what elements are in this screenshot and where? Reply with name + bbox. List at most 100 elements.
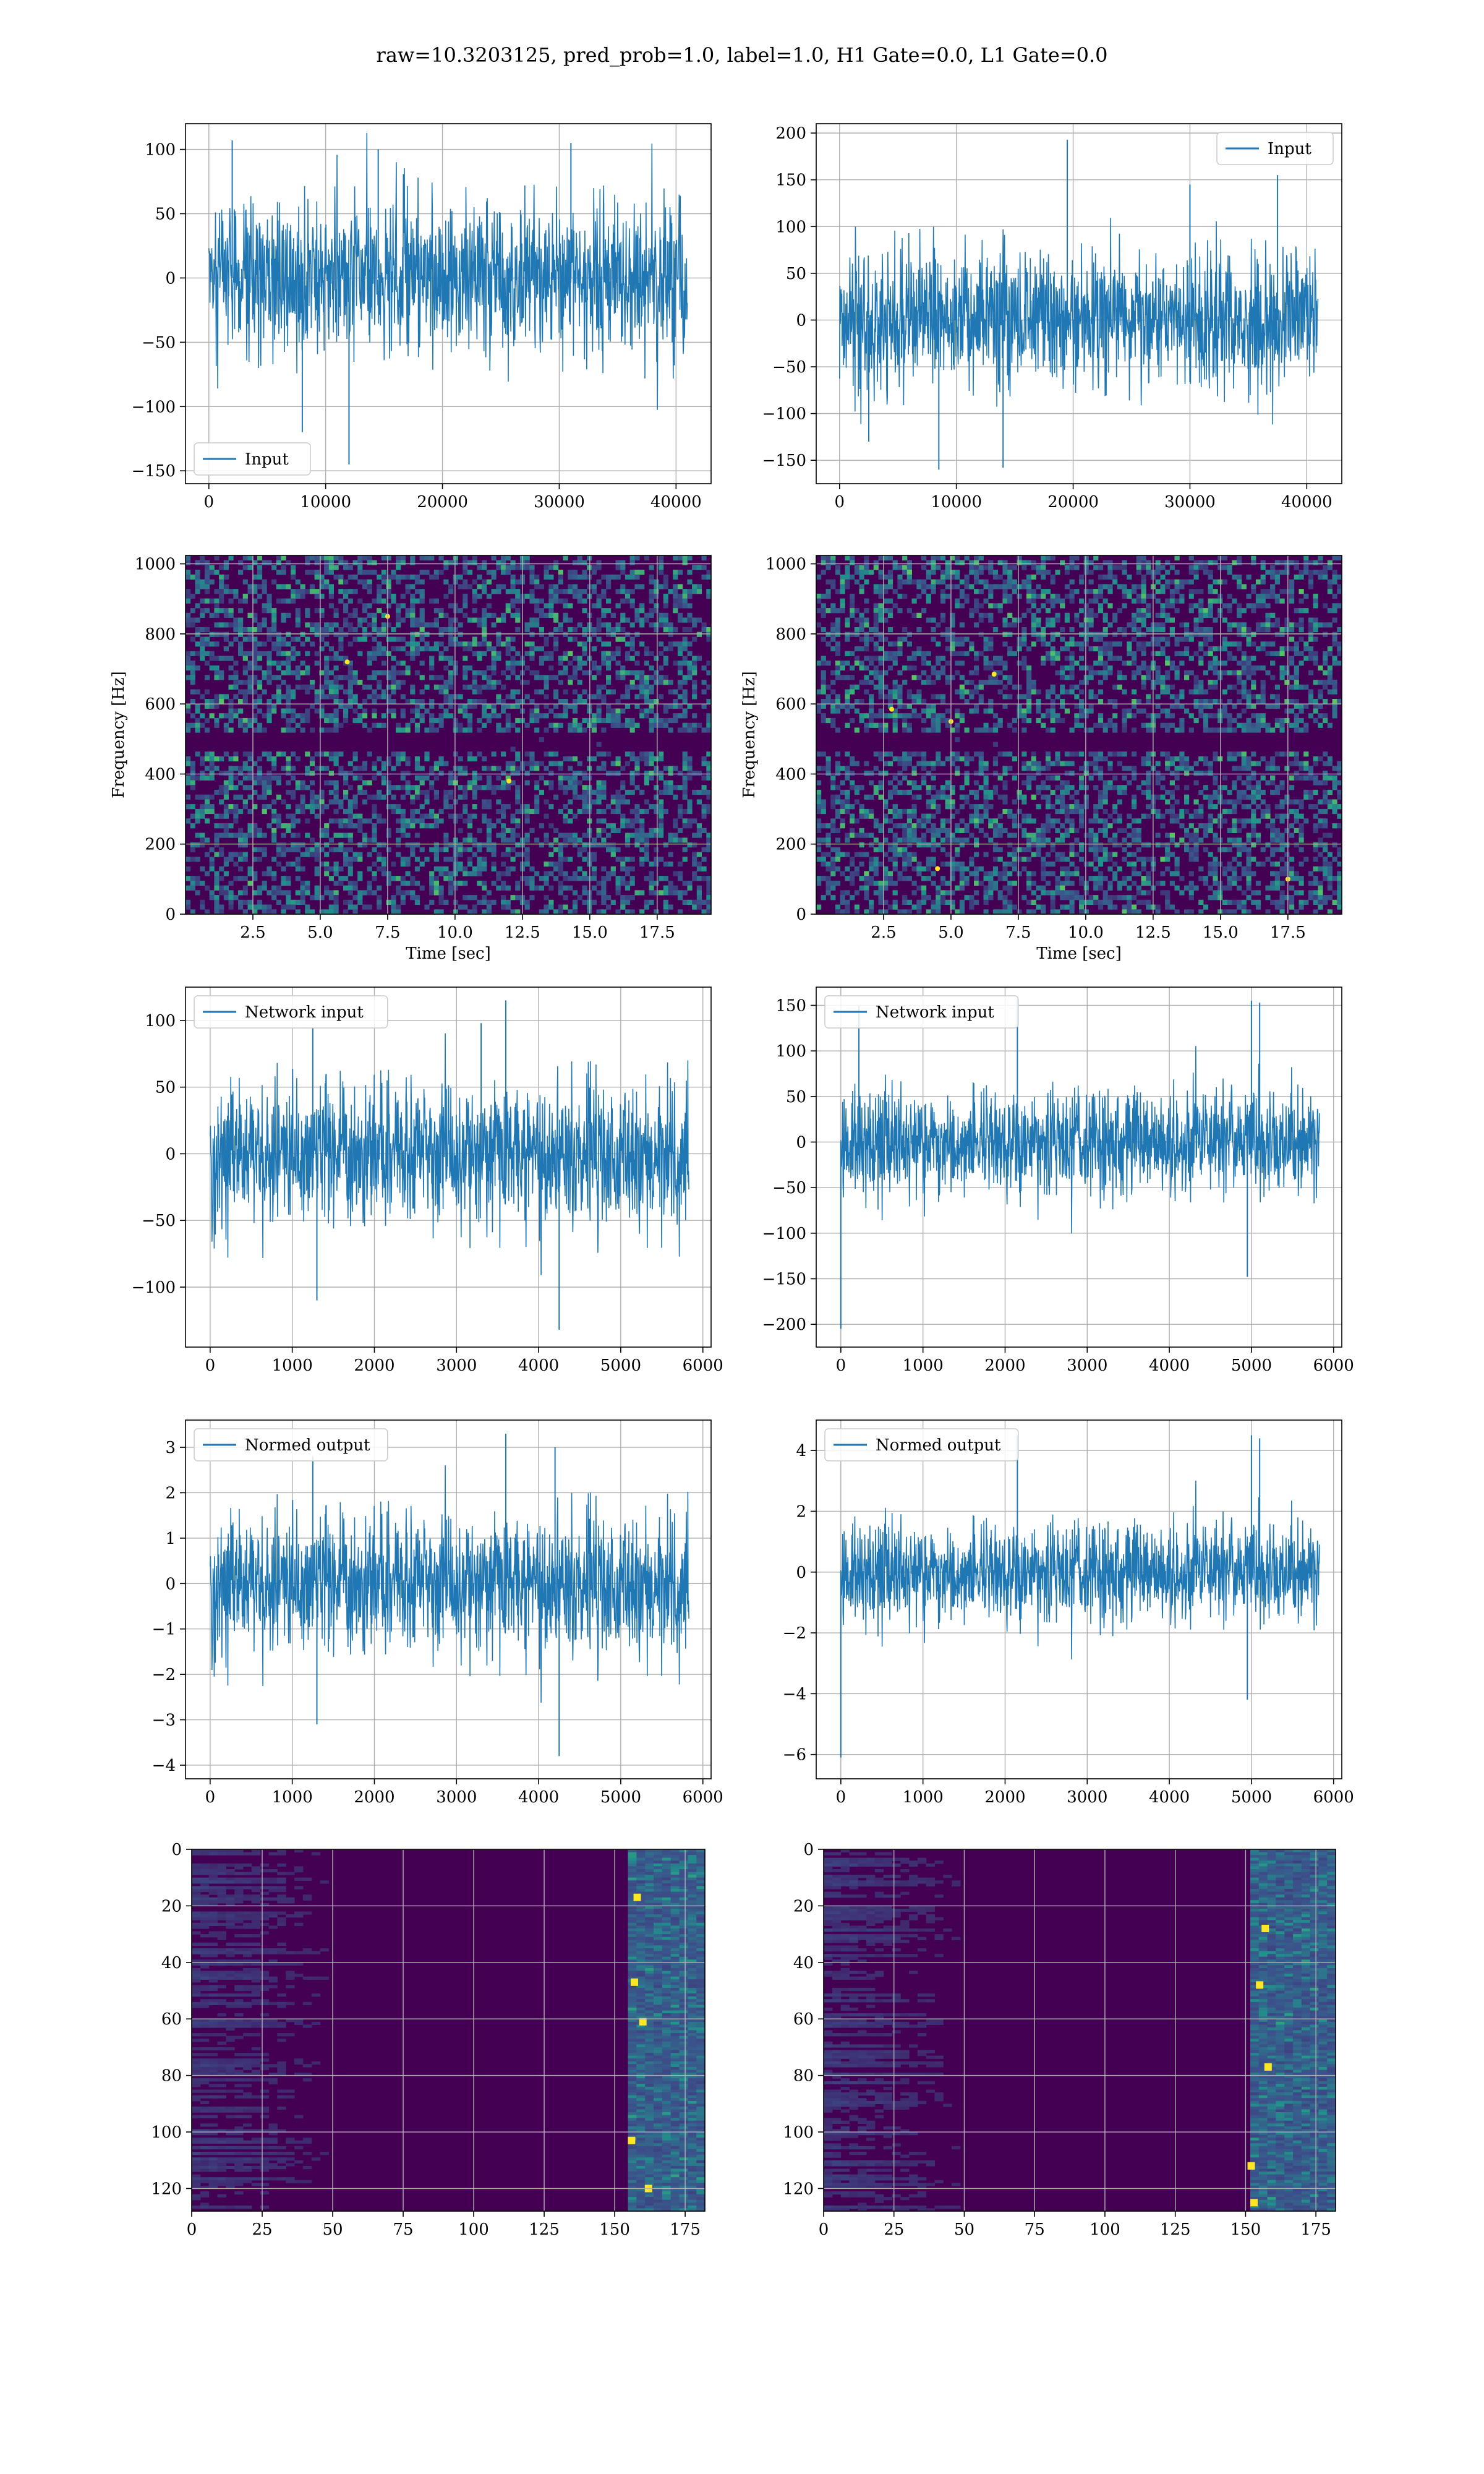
x-tick-label: 5000 <box>1231 1788 1272 1807</box>
h1-normed-output-frame <box>185 1419 712 1779</box>
h1-input-legend: Input <box>194 442 311 476</box>
x-tick-label: 150 <box>599 2220 630 2239</box>
y-tick-label: 0 <box>796 905 806 924</box>
hot-spot <box>344 659 350 665</box>
y-tick-label: −150 <box>762 452 806 470</box>
hot-spot <box>628 2136 636 2144</box>
h1-spectrogram-grid <box>186 555 711 915</box>
l1-network-input-grid <box>816 987 1342 1347</box>
x-tick-label: 2000 <box>984 1788 1025 1807</box>
y-tick-label: 3 <box>165 1439 176 1457</box>
legend-box <box>194 1428 388 1462</box>
x-tick-label: 175 <box>1300 2220 1331 2239</box>
hot-spot <box>506 778 512 784</box>
y-tick-label: 100 <box>145 141 176 160</box>
legend-label: Network input <box>876 1003 994 1022</box>
h1-network-input-frame <box>185 987 712 1348</box>
x-tick-label: 4000 <box>1149 1356 1190 1375</box>
x-tick-label: 50 <box>954 2220 974 2239</box>
l1-input-series-line <box>839 218 1319 425</box>
hot-spot <box>633 1893 641 1901</box>
x-tick-label: 100 <box>458 2220 489 2239</box>
legend-box <box>824 1428 1019 1462</box>
h1-normed-output-series-line <box>210 1465 689 1703</box>
y-tick-label: −1 <box>152 1620 176 1639</box>
heatmap-background <box>192 1849 705 2211</box>
x-tick-label: 12.5 <box>505 923 540 942</box>
y-tick-label: 50 <box>155 1079 176 1097</box>
l1-normed-output-frame <box>816 1419 1342 1779</box>
h1-feature-map-axes: 0 25 50 75 100 125 150 175 0 20 40 60 80 100 120 <box>151 1841 706 2239</box>
x-tick-label: 7.5 <box>1005 923 1031 942</box>
hot-spot <box>1250 2199 1258 2207</box>
x-tick-label: 1000 <box>272 1788 313 1807</box>
x-tick-label: 3000 <box>436 1356 477 1375</box>
y-tick-label: 50 <box>786 1088 806 1106</box>
y-tick-label: 1000 <box>135 555 176 574</box>
x-tick-label: 2000 <box>354 1356 394 1375</box>
h1-network-input-legend: Network input <box>194 995 388 1029</box>
x-tick-label: 75 <box>393 2220 413 2239</box>
x-tick-label: 15.0 <box>1203 923 1239 942</box>
y-tick-label: 600 <box>145 695 176 714</box>
l1-network-input-legend: Network input <box>824 995 1019 1029</box>
y-tick-label: 40 <box>161 1954 182 1972</box>
x-tick-label: 2000 <box>984 1356 1025 1375</box>
hot-spot <box>1247 2162 1255 2170</box>
l1-feature-map-heatmap <box>824 1849 1336 2211</box>
y-tick-label: 120 <box>151 2180 182 2198</box>
l1-spectrogram-xlabel: Time [sec] <box>1036 944 1122 963</box>
x-tick-label: 0 <box>836 1356 846 1375</box>
y-tick-label: −3 <box>152 1711 176 1730</box>
x-tick-label: 1000 <box>903 1356 944 1375</box>
y-tick-label: 0 <box>796 1133 806 1152</box>
x-tick-label: 0 <box>205 1788 216 1807</box>
y-tick-label: 20 <box>161 1897 182 1915</box>
l1-input-frame <box>816 123 1342 484</box>
l1-normed-output-legend: Normed output <box>824 1428 1019 1462</box>
y-tick-label: −50 <box>772 358 806 377</box>
x-tick-label: 10000 <box>300 493 351 511</box>
y-tick-label: 800 <box>145 625 176 644</box>
y-tick-label: 4 <box>796 1442 806 1460</box>
x-tick-label: 25 <box>884 2220 904 2239</box>
x-tick-label: 5000 <box>1231 1356 1272 1375</box>
y-tick-label: −50 <box>772 1179 806 1197</box>
y-tick-label: 0 <box>165 269 176 288</box>
h1-spectrogram-xlabel: Time [sec] <box>406 944 491 963</box>
x-tick-label: 125 <box>529 2220 560 2239</box>
l1-network-input-series-line <box>840 1046 1320 1234</box>
x-tick-label: 30000 <box>534 493 585 511</box>
x-tick-label: 2.5 <box>871 923 896 942</box>
x-tick-label: 10.0 <box>437 923 473 942</box>
x-tick-label: 4000 <box>518 1788 559 1807</box>
y-tick-label: −100 <box>132 398 176 416</box>
l1-normed-output-axes: 0 1000 2000 3000 4000 5000 6000 −6 −4 −2 0 2 4 Normed… <box>783 1419 1354 1807</box>
x-tick-label: 5000 <box>600 1788 641 1807</box>
y-tick-label: 200 <box>775 836 806 854</box>
y-tick-label: 100 <box>151 2123 182 2142</box>
x-tick-label: 20000 <box>1047 493 1099 511</box>
y-tick-label: 150 <box>775 996 806 1015</box>
h1-normed-output-legend: Normed output <box>194 1428 388 1462</box>
y-tick-label: 150 <box>775 171 806 190</box>
x-tick-label: 4000 <box>518 1356 559 1375</box>
x-tick-label: 40000 <box>1281 493 1333 511</box>
l1-feature-map-frame <box>823 1849 1336 2212</box>
legend-label: Input <box>1268 140 1311 158</box>
hot-spot <box>639 2018 647 2026</box>
l1-input-legend: Input <box>1216 132 1334 165</box>
x-tick-label: 2.5 <box>240 923 265 942</box>
y-tick-label: −200 <box>762 1316 806 1334</box>
x-tick-label: 125 <box>1160 2220 1191 2239</box>
h1-feature-map-frame <box>191 1849 706 2212</box>
y-tick-label: 50 <box>155 205 176 224</box>
x-tick-label: 0 <box>205 1356 216 1375</box>
x-tick-label: 0 <box>204 493 215 511</box>
y-tick-label: 120 <box>783 2180 814 2198</box>
h1-input-axes: 0 10000 20000 30000 40000 −150 −100 −50 0 50 100 In… <box>132 123 712 511</box>
y-tick-label: 20 <box>793 1897 814 1915</box>
l1-spectrogram-ylabel: Frequency [Hz] <box>740 671 759 798</box>
y-tick-label: 60 <box>793 2010 814 2029</box>
x-tick-label: 40000 <box>650 493 702 511</box>
